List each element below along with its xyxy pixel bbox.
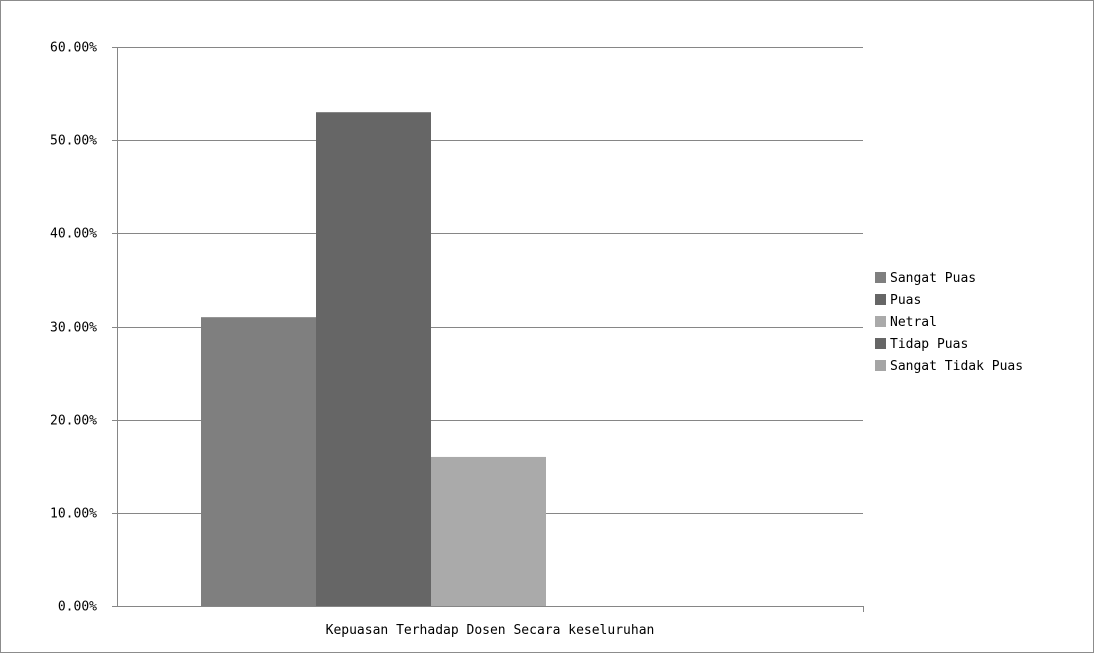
y-tick-label: 10.00% (50, 507, 97, 522)
legend-item-label: Puas (890, 293, 921, 308)
legend-swatch (875, 272, 886, 283)
bar-sangat-puas (201, 317, 316, 606)
legend-item-label: Netral (890, 315, 937, 330)
y-tick-label: 60.00% (50, 41, 97, 56)
y-tick-label: 30.00% (50, 321, 97, 336)
bar-puas (316, 112, 431, 606)
legend-swatch (875, 338, 886, 349)
y-tick-label: 20.00% (50, 414, 97, 429)
y-tick-label: 40.00% (50, 227, 97, 242)
legend-swatch (875, 294, 886, 305)
legend-swatch (875, 360, 886, 371)
y-tick-label: 0.00% (58, 600, 97, 615)
bar-netral (431, 456, 546, 606)
legend-item-label: Tidap Puas (890, 337, 968, 352)
y-tick-label: 50.00% (50, 134, 97, 149)
x-category-label: Kepuasan Terhadap Dosen Secara keseluruh… (326, 623, 655, 638)
legend-swatch (875, 316, 886, 327)
legend-item-label: Sangat Puas (890, 271, 976, 286)
legend-item-label: Sangat Tidak Puas (890, 359, 1023, 374)
